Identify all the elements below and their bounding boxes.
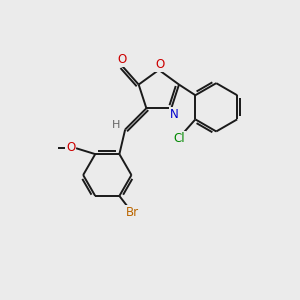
Text: Br: Br [125, 206, 139, 219]
Text: O: O [155, 58, 164, 71]
Text: O: O [117, 53, 127, 66]
Text: N: N [170, 108, 178, 121]
Text: O: O [66, 141, 75, 154]
Text: Cl: Cl [173, 132, 185, 145]
Text: H: H [112, 120, 120, 130]
